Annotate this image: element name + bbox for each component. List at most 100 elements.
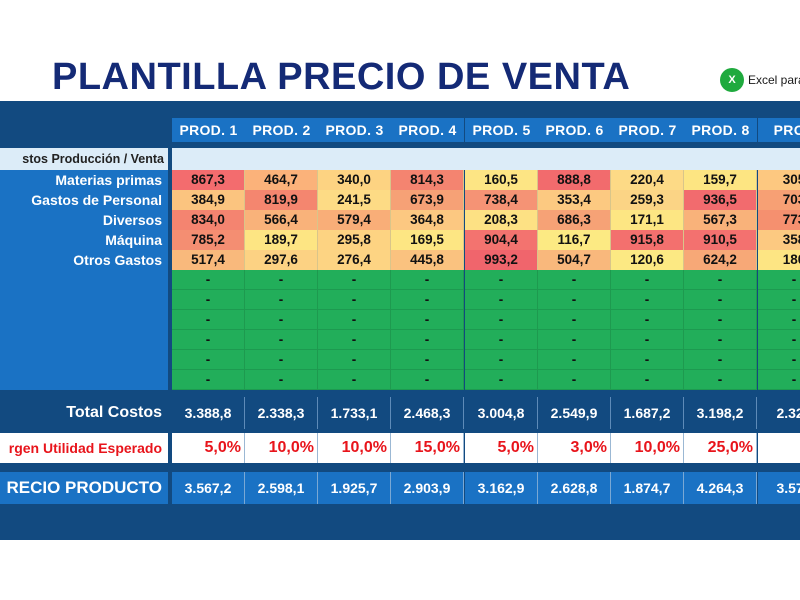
cost-cell[interactable]: 703: [758, 190, 800, 210]
cost-cell[interactable]: 566,4: [245, 210, 318, 230]
empty-cell[interactable]: -: [318, 350, 391, 370]
cost-cell[interactable]: 384,9: [172, 190, 245, 210]
empty-cell[interactable]: -: [245, 270, 318, 290]
column-header[interactable]: PROD. 6: [538, 118, 611, 142]
empty-cell[interactable]: -: [538, 350, 611, 370]
cost-cell[interactable]: 208,3: [465, 210, 538, 230]
price-cell[interactable]: 3.162,9: [465, 472, 538, 504]
cost-cell[interactable]: 579,4: [318, 210, 391, 230]
column-header[interactable]: PROD. 2: [245, 118, 318, 142]
empty-cell[interactable]: -: [465, 350, 538, 370]
empty-cell[interactable]: -: [684, 310, 757, 330]
cost-cell[interactable]: 159,7: [684, 170, 757, 190]
margin-cell[interactable]: 10,0%: [611, 433, 684, 463]
cost-cell[interactable]: 180: [758, 250, 800, 270]
empty-cell[interactable]: -: [611, 290, 684, 310]
cost-cell[interactable]: 353,4: [538, 190, 611, 210]
empty-cell[interactable]: -: [538, 270, 611, 290]
cost-cell[interactable]: 276,4: [318, 250, 391, 270]
empty-cell[interactable]: -: [172, 330, 245, 350]
cost-cell[interactable]: 936,5: [684, 190, 757, 210]
cost-cell[interactable]: 241,5: [318, 190, 391, 210]
column-header[interactable]: PROD. 4: [391, 118, 464, 142]
column-header[interactable]: PROD: [758, 118, 800, 142]
empty-cell[interactable]: -: [758, 310, 800, 330]
empty-cell[interactable]: -: [684, 290, 757, 310]
cost-cell[interactable]: 904,4: [465, 230, 538, 250]
cost-cell[interactable]: 295,8: [318, 230, 391, 250]
total-cell[interactable]: 3.004,8: [465, 397, 538, 429]
margin-cell[interactable]: 15,0%: [391, 433, 464, 463]
cost-cell[interactable]: 785,2: [172, 230, 245, 250]
margin-cell[interactable]: 35,: [758, 433, 800, 463]
column-header[interactable]: PROD. 8: [684, 118, 757, 142]
empty-cell[interactable]: -: [318, 330, 391, 350]
empty-cell[interactable]: -: [391, 290, 464, 310]
cost-cell[interactable]: 297,6: [245, 250, 318, 270]
empty-cell[interactable]: -: [538, 370, 611, 390]
empty-cell[interactable]: -: [391, 370, 464, 390]
empty-cell[interactable]: -: [611, 330, 684, 350]
cost-cell[interactable]: 445,8: [391, 250, 464, 270]
empty-cell[interactable]: -: [465, 270, 538, 290]
cost-cell[interactable]: 116,7: [538, 230, 611, 250]
price-cell[interactable]: 2.598,1: [245, 472, 318, 504]
total-cell[interactable]: 1.687,2: [611, 397, 684, 429]
empty-cell[interactable]: -: [465, 330, 538, 350]
total-cell[interactable]: 2.320: [758, 397, 800, 429]
cost-cell[interactable]: 738,4: [465, 190, 538, 210]
cost-cell[interactable]: 340,0: [318, 170, 391, 190]
margin-cell[interactable]: 10,0%: [318, 433, 391, 463]
empty-cell[interactable]: -: [245, 290, 318, 310]
total-cell[interactable]: 1.733,1: [318, 397, 391, 429]
empty-cell[interactable]: -: [684, 270, 757, 290]
empty-cell[interactable]: -: [758, 290, 800, 310]
cost-cell[interactable]: 120,6: [611, 250, 684, 270]
empty-cell[interactable]: -: [538, 310, 611, 330]
price-cell[interactable]: 1.925,7: [318, 472, 391, 504]
empty-cell[interactable]: -: [391, 330, 464, 350]
empty-cell[interactable]: -: [684, 330, 757, 350]
empty-cell[interactable]: -: [245, 330, 318, 350]
empty-cell[interactable]: -: [611, 310, 684, 330]
empty-cell[interactable]: -: [611, 270, 684, 290]
total-cell[interactable]: 3.198,2: [684, 397, 757, 429]
empty-cell[interactable]: -: [684, 350, 757, 370]
empty-cell[interactable]: -: [758, 350, 800, 370]
cost-cell[interactable]: 773: [758, 210, 800, 230]
empty-cell[interactable]: -: [465, 290, 538, 310]
cost-cell[interactable]: 364,8: [391, 210, 464, 230]
cost-cell[interactable]: 867,3: [172, 170, 245, 190]
cost-cell[interactable]: 686,3: [538, 210, 611, 230]
cost-cell[interactable]: 814,3: [391, 170, 464, 190]
cost-cell[interactable]: 915,8: [611, 230, 684, 250]
margin-cell[interactable]: 5,0%: [172, 433, 245, 463]
empty-cell[interactable]: -: [758, 330, 800, 350]
empty-cell[interactable]: -: [172, 310, 245, 330]
price-cell[interactable]: 3.567,2: [172, 472, 245, 504]
price-cell[interactable]: 2.628,8: [538, 472, 611, 504]
empty-cell[interactable]: -: [391, 310, 464, 330]
margin-cell[interactable]: 5,0%: [465, 433, 538, 463]
empty-cell[interactable]: -: [391, 270, 464, 290]
empty-cell[interactable]: -: [172, 290, 245, 310]
cost-cell[interactable]: 504,7: [538, 250, 611, 270]
cost-cell[interactable]: 673,9: [391, 190, 464, 210]
empty-cell[interactable]: -: [465, 370, 538, 390]
empty-cell[interactable]: -: [245, 350, 318, 370]
empty-cell[interactable]: -: [172, 350, 245, 370]
total-cell[interactable]: 2.338,3: [245, 397, 318, 429]
cost-cell[interactable]: 305: [758, 170, 800, 190]
column-header[interactable]: PROD. 1: [172, 118, 245, 142]
cost-cell[interactable]: 259,3: [611, 190, 684, 210]
empty-cell[interactable]: -: [611, 370, 684, 390]
price-cell[interactable]: 4.264,3: [684, 472, 757, 504]
cost-cell[interactable]: 517,4: [172, 250, 245, 270]
column-header[interactable]: PROD. 3: [318, 118, 391, 142]
cost-cell[interactable]: 220,4: [611, 170, 684, 190]
cost-cell[interactable]: 819,9: [245, 190, 318, 210]
empty-cell[interactable]: -: [391, 350, 464, 370]
empty-cell[interactable]: -: [245, 310, 318, 330]
empty-cell[interactable]: -: [172, 270, 245, 290]
price-cell[interactable]: 3.570: [758, 472, 800, 504]
